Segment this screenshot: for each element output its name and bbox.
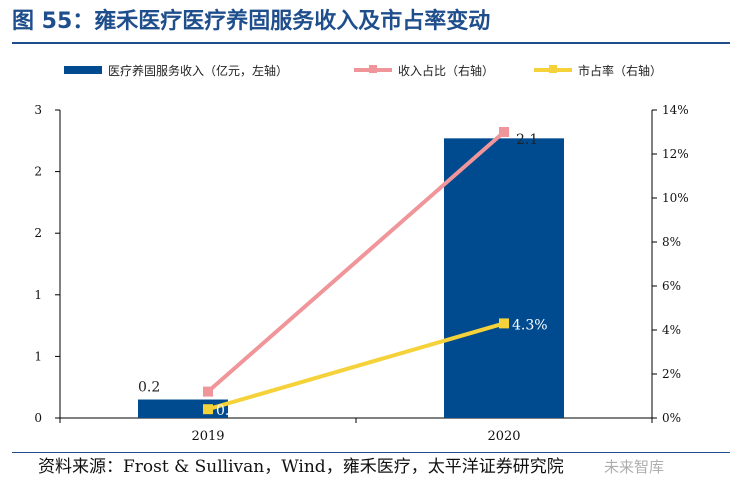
- market-share-label: 0.4%: [216, 403, 252, 419]
- legend-swatch-bar: [64, 66, 102, 74]
- revenue-bar-label: 0.2: [138, 380, 160, 396]
- right-tick-label: 12%: [662, 147, 689, 161]
- revenue-share-line: [206, 130, 506, 394]
- market-share-marker: [499, 318, 509, 329]
- legend-label-bar: 医疗养固服务收入（亿元，左轴）: [108, 63, 289, 78]
- left-tick-label: 1: [34, 288, 42, 302]
- market-share-marker: [203, 404, 213, 415]
- right-tick-label: 14%: [662, 103, 689, 117]
- chart-title: 图 55：雍禾医疗医疗养固服务收入及市占率变动: [12, 9, 491, 34]
- left-tick-label: 3: [34, 103, 42, 117]
- left-tick-label: 2: [34, 226, 42, 240]
- legend-label-pink: 收入占比（右轴）: [398, 63, 495, 78]
- legend-swatch-yellow: [534, 65, 572, 73]
- market-share-label: 4.3%: [512, 317, 548, 333]
- legend: 医疗养固服务收入（亿元，左轴） 收入占比（右轴） 市占率（右轴）: [64, 60, 704, 80]
- revenue-share-marker: [499, 127, 509, 137]
- left-tick-label: 0: [34, 411, 42, 425]
- watermark: 未来智库: [604, 458, 665, 476]
- title-divider: [12, 42, 730, 44]
- legend-label-yellow: 市占率（右轴）: [578, 63, 663, 78]
- left-tick-label: 2: [34, 165, 42, 179]
- right-tick-label: 10%: [662, 191, 689, 205]
- legend-item-bar: 医疗养固服务收入（亿元，左轴）: [64, 60, 288, 80]
- legend-swatch-pink: [354, 65, 392, 73]
- x-tick-label: 2020: [487, 429, 520, 444]
- footer-divider: [12, 452, 730, 453]
- legend-item-pink: 收入占比（右轴）: [354, 60, 494, 80]
- combo-chart: 0 1 1 2 2 3 0% 2% 4% 6% 8% 10% 12% 14% 2019 2020 0.2 2.1 0…: [34, 103, 689, 444]
- x-tick-label: 2019: [191, 429, 224, 444]
- right-tick-label: 8%: [662, 235, 681, 249]
- right-tick-label: 4%: [662, 323, 681, 337]
- revenue-bar-label: 2.1: [516, 132, 538, 148]
- right-tick-label: 6%: [662, 279, 681, 293]
- market-share-line: [207, 321, 505, 412]
- right-tick-label: 0%: [662, 411, 681, 425]
- revenue-share-marker: [203, 386, 213, 397]
- right-tick-label: 2%: [662, 367, 681, 381]
- left-tick-label: 1: [34, 349, 42, 363]
- source-note: 资料来源：Frost & Sullivan，Wind，雍禾医疗，太平洋证券研究院: [38, 457, 564, 477]
- legend-item-yellow: 市占率（右轴）: [534, 60, 662, 80]
- revenue-bar: [444, 138, 564, 418]
